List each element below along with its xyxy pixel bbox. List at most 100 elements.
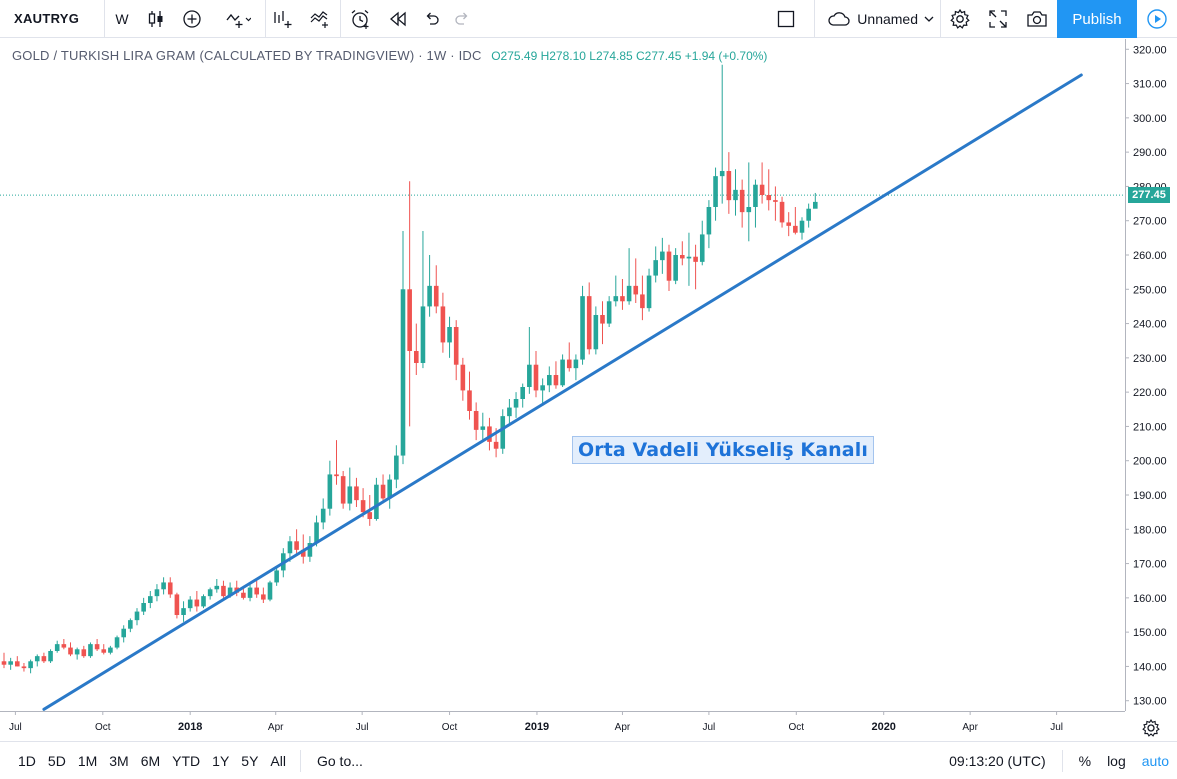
candle-body bbox=[666, 251, 672, 281]
axis-settings-icon[interactable] bbox=[1141, 718, 1161, 738]
redo-button[interactable] bbox=[447, 0, 477, 38]
candle-body bbox=[626, 285, 632, 302]
chevron-down-icon bbox=[924, 16, 934, 22]
indicators-button[interactable] bbox=[211, 0, 265, 38]
range-1d[interactable]: 1D bbox=[18, 752, 36, 769]
range-1y[interactable]: 1Y bbox=[212, 752, 230, 769]
interval-button[interactable]: W bbox=[115, 10, 129, 27]
candle-body bbox=[1, 661, 7, 665]
candle-body bbox=[8, 661, 13, 665]
candle-body bbox=[600, 315, 605, 324]
candle-body bbox=[566, 359, 572, 369]
candle-body bbox=[161, 582, 166, 590]
candle-body bbox=[54, 644, 60, 651]
camera-icon bbox=[1027, 11, 1047, 27]
replay-button[interactable] bbox=[379, 0, 417, 38]
auto-scale-toggle[interactable]: auto bbox=[1141, 753, 1169, 769]
range-ytd[interactable]: YTD bbox=[172, 752, 201, 769]
candle-body bbox=[207, 589, 213, 597]
candle-body bbox=[194, 599, 200, 607]
time-tick-label: 2018 bbox=[178, 721, 202, 733]
candle-body bbox=[773, 200, 778, 202]
candle-body bbox=[427, 285, 432, 307]
candle-body bbox=[673, 255, 678, 281]
square-icon bbox=[778, 10, 795, 28]
range-1m[interactable]: 1M bbox=[77, 752, 98, 769]
candle-body bbox=[187, 599, 193, 609]
candle-body bbox=[154, 589, 160, 597]
candle-body bbox=[28, 661, 33, 669]
layout-name: Unnamed bbox=[857, 11, 918, 27]
range-3m[interactable]: 3M bbox=[109, 752, 129, 769]
time-tick-label: Jul bbox=[703, 722, 716, 733]
symbol-search-button[interactable]: XAUTRYG bbox=[14, 11, 80, 26]
candle-body bbox=[420, 306, 426, 363]
save-layout-button[interactable]: Unnamed bbox=[815, 0, 934, 38]
candle-body bbox=[114, 637, 120, 648]
candle-body bbox=[380, 484, 386, 499]
price-tick-label: 200.00 bbox=[1133, 456, 1167, 468]
candle-body bbox=[799, 220, 805, 233]
candle-body bbox=[473, 411, 479, 430]
templates-button[interactable] bbox=[266, 0, 300, 38]
top-toolbar: XAUTRYG W Unnamed bbox=[0, 0, 1177, 38]
alert-button[interactable] bbox=[341, 0, 379, 38]
candle-body bbox=[128, 620, 133, 629]
candle-body bbox=[467, 390, 472, 411]
redo-icon bbox=[455, 12, 468, 25]
candle-body bbox=[367, 512, 373, 519]
price-tick-label: 270.00 bbox=[1133, 216, 1167, 228]
chart-style-button[interactable] bbox=[139, 0, 173, 38]
chart-area[interactable]: 130.00 140.00 150.00 160.00 170.00 180.00 190.… bbox=[0, 39, 1177, 741]
log-scale-toggle[interactable]: log bbox=[1107, 753, 1126, 769]
time-tick-label: Apr bbox=[962, 722, 978, 733]
candle-body bbox=[108, 647, 113, 653]
undo-button[interactable] bbox=[417, 0, 447, 38]
candle-body bbox=[586, 296, 592, 350]
play-button[interactable] bbox=[1137, 0, 1177, 38]
candle-body bbox=[254, 587, 259, 595]
candle-body bbox=[493, 441, 499, 449]
candle-body bbox=[753, 184, 758, 207]
price-tick-label: 320.00 bbox=[1133, 44, 1167, 56]
percent-scale-toggle[interactable]: % bbox=[1078, 753, 1092, 769]
candle-body bbox=[640, 294, 645, 309]
fullscreen-button[interactable] bbox=[979, 0, 1017, 38]
trend-channel-label[interactable]: Orta Vadeli Yükseliş Kanalı bbox=[572, 436, 874, 464]
undo-icon bbox=[426, 12, 439, 25]
candle-body bbox=[121, 628, 126, 638]
candle-body bbox=[686, 256, 692, 259]
chart-legend: GOLD / TURKISH LIRA GRAM (CALCULATED BY … bbox=[12, 48, 767, 63]
compare-button[interactable] bbox=[173, 0, 211, 38]
goto-button[interactable]: Go to... bbox=[316, 752, 363, 769]
time-tick-label: Jul bbox=[356, 722, 369, 733]
settings-button[interactable] bbox=[941, 0, 979, 38]
candle-body bbox=[480, 426, 486, 430]
candle-body bbox=[214, 585, 220, 590]
compare-symbol-button[interactable] bbox=[300, 0, 340, 38]
range-5d[interactable]: 5D bbox=[47, 752, 66, 769]
bottom-divider bbox=[1061, 750, 1063, 772]
candle-body bbox=[201, 596, 206, 607]
candle-body bbox=[68, 647, 73, 655]
candle-body bbox=[520, 387, 525, 399]
candle-body bbox=[61, 644, 67, 648]
price-chart[interactable]: 130.00 140.00 150.00 160.00 170.00 180.00 190.… bbox=[0, 39, 1177, 741]
snapshot-button[interactable] bbox=[1017, 0, 1057, 38]
candle-body bbox=[547, 375, 552, 386]
publish-button[interactable]: Publish bbox=[1057, 0, 1137, 38]
candle-body bbox=[48, 651, 53, 662]
toolbar-divider bbox=[265, 0, 266, 38]
range-5y[interactable]: 5Y bbox=[241, 752, 259, 769]
time-tick-label: Oct bbox=[789, 722, 805, 733]
candle-body bbox=[779, 201, 785, 223]
range-6m[interactable]: 6M bbox=[140, 752, 161, 769]
candle-body bbox=[500, 416, 506, 449]
range-all[interactable]: All bbox=[270, 752, 286, 769]
drawing-layout-button[interactable] bbox=[772, 0, 800, 38]
legend-ohlc: O275.49 H278.10 L274.85 C277.45 +1.94 (+… bbox=[491, 49, 768, 63]
candle-body bbox=[314, 522, 319, 543]
toolbar-divider bbox=[340, 0, 341, 38]
clock-timezone[interactable]: 09:13:20 (UTC) bbox=[949, 753, 1046, 769]
candle-body bbox=[21, 666, 27, 669]
